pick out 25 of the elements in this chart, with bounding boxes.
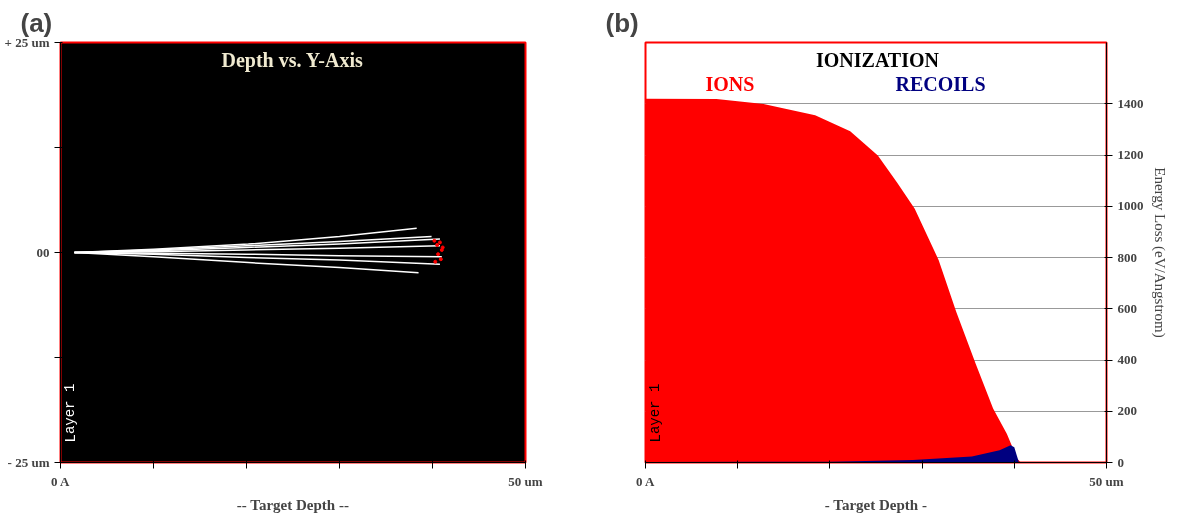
y-tick-label: 600 bbox=[1117, 300, 1137, 316]
annotation: Layer 1 bbox=[62, 383, 79, 443]
chart-title: IONIZATION bbox=[816, 48, 940, 71]
x-axis-title: -- Target Depth -- bbox=[236, 496, 349, 513]
y-tick-label: 1400 bbox=[1117, 95, 1144, 111]
x-tick-label: 0 A bbox=[50, 473, 70, 489]
series-label: IONS bbox=[705, 72, 755, 95]
x-tick-label: 0 A bbox=[635, 473, 655, 489]
y-tick-label: 200 bbox=[1117, 403, 1137, 419]
y-tick-label: 0 bbox=[1117, 454, 1124, 470]
text: (b) bbox=[605, 7, 639, 38]
text: RECOILS bbox=[895, 72, 986, 95]
y-tick-label: - 25 um bbox=[7, 455, 50, 470]
x-axis-title: - Target Depth - bbox=[824, 496, 927, 513]
x-tick-label: 50 um bbox=[1089, 473, 1124, 489]
y-tick-label: 1000 bbox=[1117, 198, 1144, 214]
y-axis-title: Energy Loss (eV/Angstrom) bbox=[1150, 167, 1168, 338]
chart-title: Depth vs. Y-Axis bbox=[221, 48, 363, 72]
annotation: Layer 1 bbox=[647, 383, 664, 443]
y-tick-label: 400 bbox=[1117, 352, 1137, 368]
y-tick-label: 800 bbox=[1117, 249, 1137, 265]
text: (a) bbox=[20, 7, 53, 38]
x-tick-label: 50 um bbox=[508, 473, 543, 489]
y-tick-label: 1200 bbox=[1117, 147, 1144, 163]
y-tick-label: 00 bbox=[36, 245, 50, 260]
